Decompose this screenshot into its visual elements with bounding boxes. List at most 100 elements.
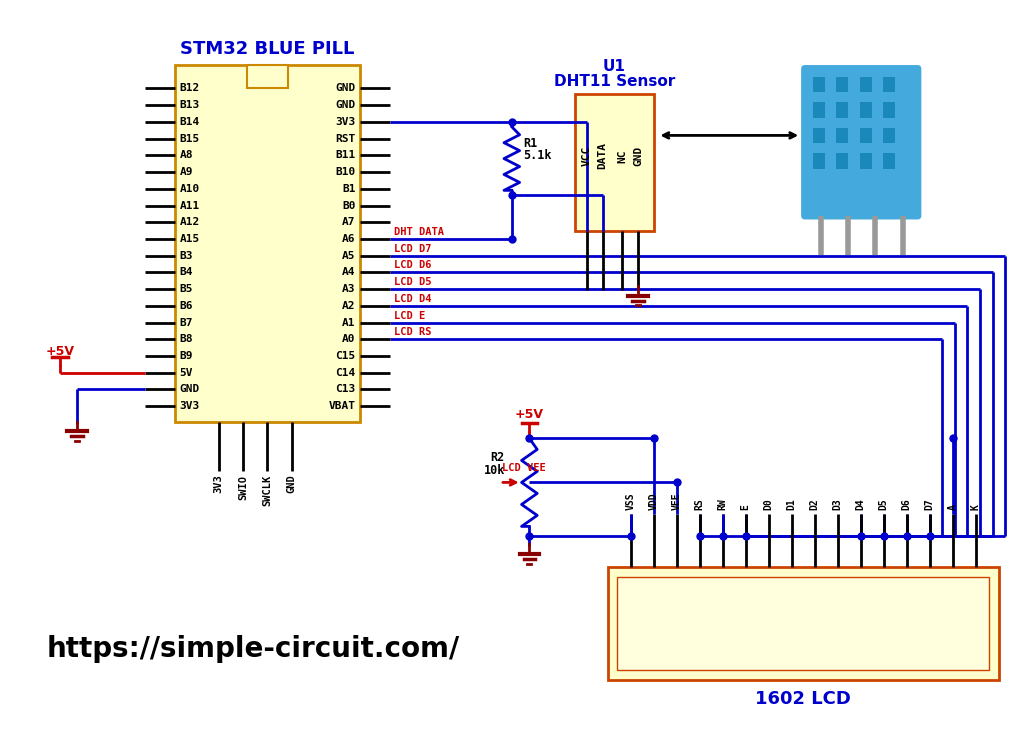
Text: A11: A11 <box>179 201 200 210</box>
Text: STM32 BLUE PILL: STM32 BLUE PILL <box>180 41 354 59</box>
Text: B8: B8 <box>179 334 193 345</box>
Bar <box>884 153 895 169</box>
Bar <box>884 77 895 93</box>
Text: GND: GND <box>633 146 643 166</box>
Text: B1: B1 <box>342 184 355 194</box>
Text: C14: C14 <box>335 368 355 378</box>
Text: B6: B6 <box>179 301 193 311</box>
Bar <box>617 577 989 670</box>
Text: D4: D4 <box>856 498 865 510</box>
Text: +5V: +5V <box>515 408 544 422</box>
Bar <box>813 77 824 93</box>
Bar <box>247 65 288 88</box>
Text: 5.1k: 5.1k <box>523 149 552 162</box>
Text: GND: GND <box>335 84 355 93</box>
Text: A7: A7 <box>342 217 355 227</box>
Text: A2: A2 <box>342 301 355 311</box>
Text: A15: A15 <box>179 234 200 244</box>
Bar <box>884 127 895 143</box>
Text: B5: B5 <box>179 284 193 294</box>
Text: B13: B13 <box>179 100 200 110</box>
Bar <box>575 94 653 231</box>
Text: B10: B10 <box>335 167 355 177</box>
Text: R2: R2 <box>490 451 505 465</box>
Text: A1: A1 <box>342 318 355 328</box>
Bar <box>837 153 848 169</box>
Text: U1: U1 <box>603 59 626 75</box>
Text: VBAT: VBAT <box>329 401 355 411</box>
Text: B14: B14 <box>179 117 200 127</box>
Text: DHT DATA: DHT DATA <box>393 227 443 237</box>
Bar <box>813 153 824 169</box>
Text: DATA: DATA <box>598 142 607 170</box>
Text: 5V: 5V <box>179 368 193 378</box>
Bar <box>860 127 871 143</box>
Text: 3V3: 3V3 <box>179 401 200 411</box>
Text: D0: D0 <box>764 498 773 510</box>
Bar <box>837 127 848 143</box>
Text: D1: D1 <box>786 498 797 510</box>
Text: B7: B7 <box>179 318 193 328</box>
Text: A8: A8 <box>179 150 193 160</box>
Text: B11: B11 <box>335 150 355 160</box>
Text: GND: GND <box>287 474 297 494</box>
Text: A3: A3 <box>342 284 355 294</box>
Text: RS: RS <box>694 498 705 510</box>
Text: GND: GND <box>179 385 200 394</box>
Bar <box>860 77 871 93</box>
FancyBboxPatch shape <box>801 65 922 219</box>
Text: LCD D4: LCD D4 <box>393 294 431 304</box>
Text: SWIO: SWIO <box>238 474 248 499</box>
Text: 3V3: 3V3 <box>335 117 355 127</box>
Text: B9: B9 <box>179 351 193 361</box>
Text: D7: D7 <box>925 498 935 510</box>
Text: https://simple-circuit.com/: https://simple-circuit.com/ <box>46 634 460 662</box>
Text: A9: A9 <box>179 167 193 177</box>
Text: B4: B4 <box>179 268 193 277</box>
Text: A0: A0 <box>342 334 355 345</box>
Text: A10: A10 <box>179 184 200 194</box>
Text: RW: RW <box>718 498 728 510</box>
Bar <box>860 102 871 118</box>
Bar <box>884 102 895 118</box>
Text: LCD E: LCD E <box>393 310 425 321</box>
Text: A4: A4 <box>342 268 355 277</box>
Text: D6: D6 <box>901 498 911 510</box>
Text: NC: NC <box>617 149 628 163</box>
Text: A12: A12 <box>179 217 200 227</box>
Text: DHT11 Sensor: DHT11 Sensor <box>554 74 675 89</box>
Bar <box>813 102 824 118</box>
Text: LCD D7: LCD D7 <box>393 244 431 253</box>
Text: 3V3: 3V3 <box>214 474 223 494</box>
Text: VCC: VCC <box>582 146 592 166</box>
Text: LCD RS: LCD RS <box>393 328 431 337</box>
Text: B0: B0 <box>342 201 355 210</box>
Text: B3: B3 <box>179 250 193 261</box>
Bar <box>174 65 360 422</box>
Text: RST: RST <box>335 133 355 144</box>
Text: SWCLK: SWCLK <box>262 474 272 506</box>
Bar <box>837 77 848 93</box>
Text: A5: A5 <box>342 250 355 261</box>
Bar <box>813 127 824 143</box>
Text: B15: B15 <box>179 133 200 144</box>
Text: A: A <box>947 504 957 510</box>
Text: C15: C15 <box>335 351 355 361</box>
Text: +5V: +5V <box>46 345 75 358</box>
Text: E: E <box>740 504 751 510</box>
Text: K: K <box>971 504 981 510</box>
Bar <box>837 102 848 118</box>
Text: A6: A6 <box>342 234 355 244</box>
Text: LCD D5: LCD D5 <box>393 277 431 288</box>
Text: 10k: 10k <box>483 464 505 477</box>
Text: B12: B12 <box>179 84 200 93</box>
Text: C13: C13 <box>335 385 355 394</box>
Bar <box>607 568 998 680</box>
Text: VEE: VEE <box>672 492 682 510</box>
Text: LCD VEE: LCD VEE <box>502 462 546 473</box>
Bar <box>860 153 871 169</box>
Text: VSS: VSS <box>626 492 636 510</box>
Text: VDD: VDD <box>648 492 658 510</box>
Text: D5: D5 <box>879 498 889 510</box>
Text: D3: D3 <box>833 498 843 510</box>
